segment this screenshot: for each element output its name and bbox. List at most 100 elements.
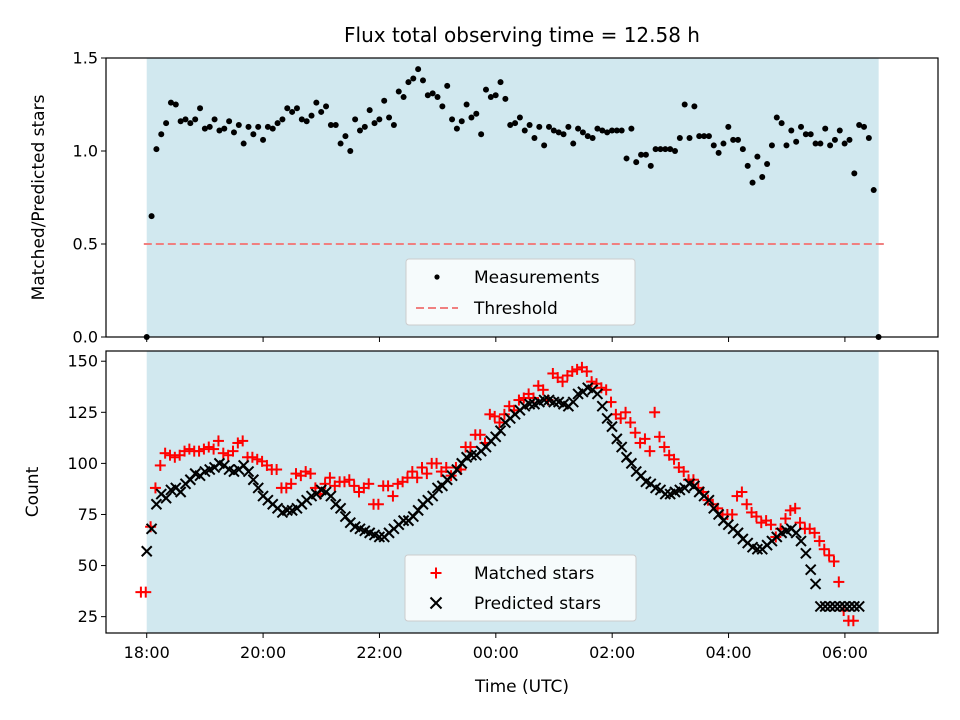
measurement-point <box>526 121 533 128</box>
measurement-point <box>284 105 291 112</box>
matched-star-point <box>431 457 443 469</box>
predicted-star-point-b <box>848 600 861 613</box>
matched-star-point <box>208 443 220 455</box>
measurement-point <box>347 148 354 154</box>
bottom-y-tick-label: 125 <box>67 403 98 422</box>
measurement-point <box>773 114 780 121</box>
measurement-point <box>502 95 509 102</box>
ratio-panel: 0.0 0.5 1.0 1.5 Flux total observing time =… <box>29 23 939 347</box>
predicted-star-point-b <box>582 382 594 394</box>
bottom-y-tick-label: 150 <box>67 352 98 371</box>
matched-star-point <box>227 445 239 457</box>
measurement-point <box>148 213 155 220</box>
measurement-point <box>701 133 708 140</box>
matched-star-point <box>421 468 433 480</box>
matched-star-point <box>484 408 496 420</box>
measurement-point <box>657 146 664 153</box>
predicted-star-point-b <box>620 451 633 463</box>
matched-star-point <box>290 468 302 480</box>
measurement-point <box>802 131 809 138</box>
predicted-star-point-b <box>591 388 604 400</box>
predicted-star-point-b <box>615 441 628 453</box>
bottom-x-tick-label: 20:00 <box>240 643 286 662</box>
predicted-star-point-b <box>751 543 764 555</box>
measurement-points <box>143 66 882 340</box>
matched-star-point <box>615 412 627 424</box>
matched-star-point <box>285 478 297 490</box>
matched-star-point <box>755 517 767 529</box>
measurement-point <box>584 133 591 140</box>
measurement-point <box>841 140 848 147</box>
measurement-point <box>618 127 625 134</box>
matched-star-point <box>251 453 263 465</box>
predicted-star-point-b <box>252 482 264 494</box>
matched-star-point <box>246 451 258 463</box>
predicted-star-point-b <box>606 420 618 433</box>
predicted-star-point-b <box>838 600 851 613</box>
matched-star-point <box>193 445 205 457</box>
measurement-point <box>754 153 761 160</box>
measurement-point <box>386 114 393 121</box>
predicted-star-point-b <box>368 529 381 541</box>
bottom-axes-frame <box>105 350 939 634</box>
measurement-point <box>192 116 199 123</box>
matched-star-point <box>813 535 825 547</box>
matched-star-point <box>566 365 578 377</box>
chart-title: Flux total observing time = 12.58 h <box>344 23 700 47</box>
measurement-point <box>870 187 877 194</box>
predicted-star-point-b <box>824 600 836 613</box>
matched-star-point <box>232 437 244 449</box>
matched-star-point <box>392 478 404 490</box>
bottom-x-tick-label: 02:00 <box>589 643 635 662</box>
measurement-point <box>633 159 640 166</box>
predicted-star-point <box>174 486 187 498</box>
predicted-star-point-b <box>843 600 856 613</box>
measurement-point <box>172 101 179 108</box>
measurement-point <box>221 125 228 132</box>
predicted-star-point-b <box>174 486 187 498</box>
measurement-point <box>555 129 562 136</box>
measurement-point <box>604 129 611 136</box>
measurement-point <box>822 125 829 132</box>
measurement-point <box>531 134 538 141</box>
predicted-star-point-b <box>315 484 327 496</box>
bottom-legend: Matched stars Predicted stars <box>404 554 637 622</box>
matched-star-point <box>401 472 413 484</box>
matched-star-point <box>440 461 452 473</box>
matched-star-point <box>537 384 549 396</box>
measurement-point <box>230 129 237 136</box>
matched-star-point <box>649 406 661 418</box>
predicted-star-point <box>611 433 623 445</box>
top-y-axis-label: Matched/Predicted stars <box>29 94 49 300</box>
top-legend: Measurements Threshold <box>405 258 636 326</box>
top-legend-box <box>405 258 636 326</box>
measurement-point <box>798 123 805 130</box>
top-y-tick-label: 1.0 <box>73 142 98 161</box>
measurement-point <box>788 127 795 134</box>
predicted-star-point-b <box>853 600 865 613</box>
measurement-point <box>817 140 824 147</box>
measurement-point <box>768 142 775 149</box>
measurement-point <box>327 121 334 128</box>
matched-star-point <box>765 519 777 531</box>
matched-star-point <box>779 513 791 525</box>
measurement-point <box>550 127 557 134</box>
predicted-star-point-b <box>567 396 579 408</box>
predicted-star-point-b <box>397 514 410 527</box>
measurement-point <box>473 110 480 117</box>
predicted-star-point-b <box>141 545 153 557</box>
matched-star-point <box>678 466 690 478</box>
bottom-x-tick-label: 22:00 <box>356 643 402 662</box>
legend-matched-plus <box>430 567 442 579</box>
matched-star-point <box>653 431 665 443</box>
predicted-star-point-b <box>349 521 361 533</box>
measurement-point <box>167 99 174 106</box>
measurement-point <box>260 136 267 143</box>
measurement-point <box>405 79 412 86</box>
measurement-point <box>415 66 422 73</box>
measurement-point <box>667 146 674 153</box>
matched-star-point <box>620 406 632 418</box>
measurement-point <box>390 121 397 128</box>
measurement-point <box>570 140 577 147</box>
measurement-point <box>289 108 296 115</box>
